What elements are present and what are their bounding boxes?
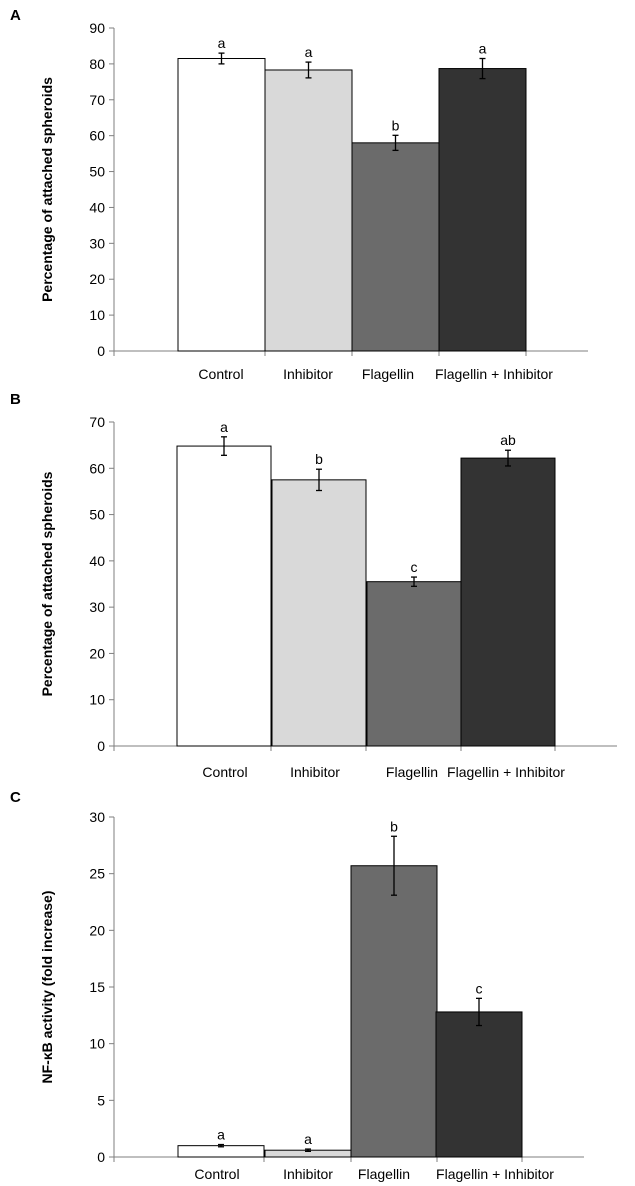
- bar-flagellin-inhibitor: [438, 68, 527, 352]
- bar-flagellin-inhibitor: [435, 1011, 523, 1158]
- bar-inhibitor: [264, 69, 353, 352]
- y-tick-label: 80: [89, 56, 105, 72]
- y-tick-label: 0: [97, 1149, 105, 1165]
- significance-label: c: [476, 980, 483, 996]
- y-tick-label: 40: [89, 553, 105, 569]
- chart-panel-b: B Percentage of attached spheroids 0 10 20 30…: [10, 391, 617, 780]
- panel-letter: B: [10, 391, 21, 408]
- significance-label: b: [392, 117, 400, 133]
- y-tick-label: 25: [89, 866, 105, 882]
- significance-label: a: [218, 35, 226, 51]
- y-tick-label: 60: [89, 460, 105, 476]
- y-tick-label: 70: [89, 92, 105, 108]
- x-category-label: Inhibitor: [283, 1166, 333, 1182]
- bar-flagellin: [350, 865, 438, 1158]
- significance-label: b: [315, 451, 323, 467]
- y-tick-label: 10: [89, 692, 105, 708]
- significance-label: a: [305, 44, 313, 60]
- significance-label: a: [479, 41, 487, 57]
- y-tick-label: 10: [89, 1036, 105, 1052]
- panel-letter: A: [10, 7, 21, 24]
- x-category-label: Flagellin: [386, 764, 438, 780]
- y-tick-label: 60: [89, 128, 105, 144]
- significance-label: b: [390, 818, 398, 834]
- y-tick-label: 30: [89, 235, 105, 251]
- bar-control: [176, 445, 272, 747]
- y-tick-label: 5: [97, 1092, 105, 1108]
- x-category-label: Control: [194, 1166, 239, 1182]
- bar-flagellin: [351, 142, 440, 352]
- x-category-label: Flagellin: [362, 366, 414, 382]
- y-tick-label: 30: [89, 599, 105, 615]
- y-axis-title: Percentage of attached spheroids: [39, 471, 55, 696]
- y-axis-title: NF-κB activity (fold increase): [39, 891, 55, 1084]
- chart-panel-c: C NF-κB activity (fold increase) 0 5 10 15 20 2…: [10, 789, 584, 1182]
- significance-label: a: [220, 419, 228, 435]
- x-category-label: Control: [202, 764, 247, 780]
- significance-label: a: [217, 1127, 225, 1143]
- bar-flagellin-inhibitor: [460, 457, 556, 747]
- panel-letter: C: [10, 789, 21, 806]
- y-tick-label: 10: [89, 307, 105, 323]
- bar-control: [177, 58, 266, 352]
- x-category-label: Flagellin + Inhibitor: [435, 366, 553, 382]
- chart-panel-a: A Percentage of attached spheroids 0 10 20 30…: [10, 7, 588, 382]
- y-tick-label: 40: [89, 199, 105, 215]
- x-category-label: Flagellin + Inhibitor: [447, 764, 565, 780]
- y-tick-label: 20: [89, 922, 105, 938]
- significance-label: a: [304, 1131, 312, 1147]
- y-tick-label: 30: [89, 809, 105, 825]
- y-tick-label: 15: [89, 979, 105, 995]
- y-tick-label: 90: [89, 20, 105, 36]
- x-category-label: Inhibitor: [283, 366, 333, 382]
- y-tick-label: 0: [97, 738, 105, 754]
- significance-label: ab: [500, 432, 516, 448]
- y-tick-label: 20: [89, 645, 105, 661]
- y-tick-label: 50: [89, 507, 105, 523]
- bar-flagellin: [366, 581, 462, 747]
- y-tick-label: 0: [97, 343, 105, 359]
- y-tick-label: 70: [89, 414, 105, 430]
- x-category-label: Flagellin: [358, 1166, 410, 1182]
- bar-inhibitor: [271, 479, 367, 747]
- x-category-label: Inhibitor: [290, 764, 340, 780]
- x-category-label: Control: [198, 366, 243, 382]
- y-tick-label: 50: [89, 164, 105, 180]
- significance-label: c: [411, 559, 418, 575]
- y-tick-label: 20: [89, 271, 105, 287]
- y-axis-title: Percentage of attached spheroids: [39, 77, 55, 302]
- x-category-label: Flagellin + Inhibitor: [436, 1166, 554, 1182]
